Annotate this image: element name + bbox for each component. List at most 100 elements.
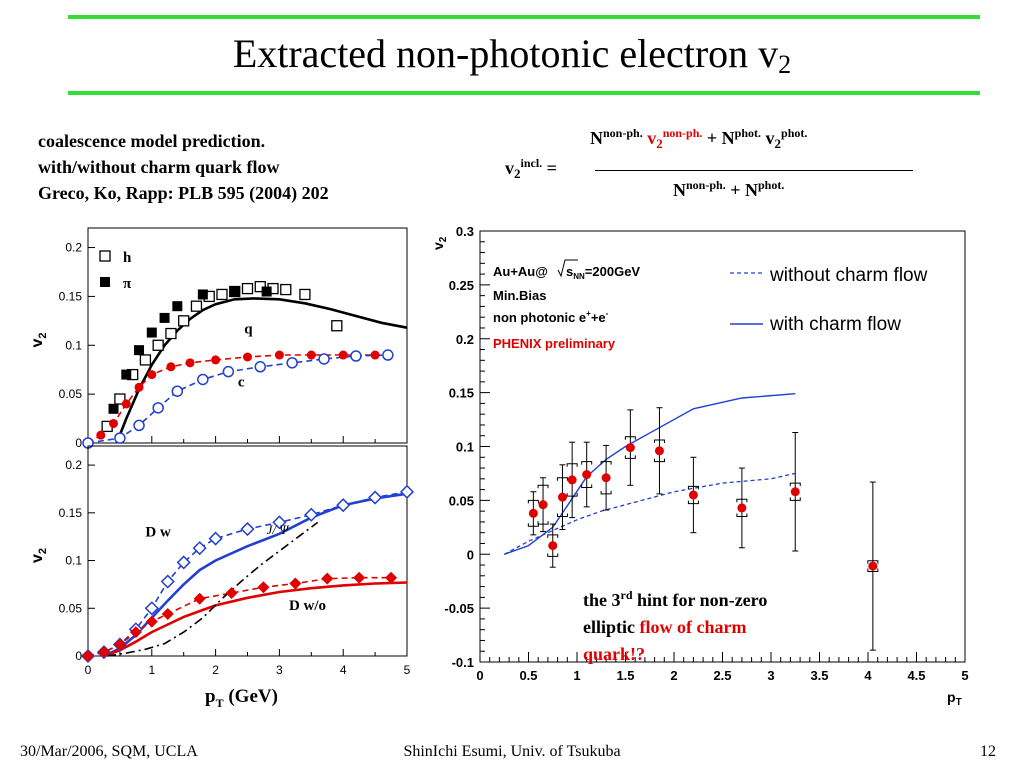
caption-line-1: coalescence model prediction. — [38, 131, 266, 151]
data-point — [225, 587, 238, 599]
data-point — [134, 382, 144, 392]
info-preliminary: PHENIX preliminary — [493, 336, 616, 351]
info-sqrt-s: sNN=200GeV — [566, 264, 640, 281]
y-tick-label: 0.25 — [449, 278, 474, 293]
fraction-bar — [595, 170, 913, 171]
formula-plus: + — [730, 180, 741, 200]
formula-sub: 2 — [656, 136, 663, 151]
data-point — [197, 373, 209, 386]
systematic-bracket — [736, 498, 748, 518]
data-point — [353, 571, 366, 584]
note-highlight: flow of charm — [639, 617, 747, 637]
systematic-bracket — [600, 461, 612, 495]
info-energy: =200GeV — [585, 264, 641, 279]
series-line-c — [87, 354, 388, 444]
info-sup: + — [586, 309, 591, 318]
x-tick-label: 2 — [670, 668, 677, 683]
note-text: hint for non-zero — [632, 590, 768, 610]
y-tick-label: 0.15 — [59, 506, 83, 520]
data-point — [114, 393, 126, 405]
y-tick-label: 0.15 — [449, 386, 474, 401]
footer-left: 30/Mar/2006, SQM, UCLA — [20, 743, 198, 760]
x-tick-label: 3.5 — [810, 668, 828, 683]
x-axis-label-sub: T — [216, 696, 224, 710]
annotation-jpsi: J/ Ψ — [267, 522, 291, 537]
data-point — [113, 638, 126, 651]
title-subscript: 2 — [778, 50, 792, 79]
curve-with-charm-flow — [504, 393, 796, 555]
data-point — [121, 369, 132, 380]
systematic-bracket — [653, 439, 665, 463]
formula-sup: phot. — [734, 126, 762, 140]
data-point — [289, 577, 302, 590]
y-tick-label: 0 — [467, 547, 474, 562]
formula-sub: 2 — [514, 166, 521, 181]
data-point — [254, 361, 267, 373]
data-point — [96, 430, 106, 440]
caption-line-2: with/without charm quark flow — [38, 157, 280, 177]
data-point — [97, 646, 110, 659]
top-green-rule — [68, 15, 980, 19]
data-point — [216, 288, 228, 301]
data-point — [109, 418, 119, 428]
data-point — [625, 443, 635, 453]
formula-sup: phot. — [781, 126, 808, 140]
formula-numerator: Nnon-ph. v2non-ph. + Nphot. v2phot. — [590, 126, 807, 152]
formula-v2-nonph: v2non-ph. — [647, 126, 702, 151]
systematic-bracket — [547, 534, 559, 557]
data-point — [261, 286, 272, 297]
caption-line-3: Greco, Ko, Rapp: PLB 595 (2004) 202 — [38, 183, 329, 203]
systematic-bracket — [566, 463, 578, 497]
data-point — [166, 362, 176, 372]
bottom-green-rule — [68, 91, 980, 95]
x-tick-label: 4.5 — [907, 668, 925, 683]
formula-n: N — [744, 180, 758, 200]
series-line-qpoints — [87, 354, 376, 444]
data-point — [370, 350, 380, 360]
data-point — [306, 350, 316, 360]
data-point — [176, 555, 191, 570]
data-point — [868, 561, 878, 571]
data-point — [108, 403, 119, 414]
data-point — [243, 352, 252, 362]
y-tick-label: 0 — [75, 649, 82, 663]
x-tick-label: 1 — [148, 663, 155, 677]
x-tick-label: 3 — [767, 668, 774, 683]
y-axis-label-sub: 2 — [37, 332, 49, 338]
data-point — [368, 490, 383, 505]
x-tick-label: 0 — [85, 663, 92, 677]
systematic-bracket — [537, 484, 549, 525]
data-point — [737, 503, 747, 513]
data-point — [133, 419, 145, 432]
formula-sup: incl. — [520, 156, 543, 170]
data-point — [145, 615, 158, 628]
data-point — [304, 507, 319, 522]
data-point — [178, 315, 190, 327]
data-point — [338, 350, 348, 360]
annotation-c: c — [238, 374, 245, 390]
formula-v: v — [505, 158, 514, 178]
data-point — [299, 288, 311, 301]
data-point — [159, 312, 170, 323]
y-tick-label: 0.15 — [59, 289, 83, 303]
x-tick-label: 3 — [276, 663, 283, 677]
data-point — [193, 592, 206, 605]
note-line-1: the 3rd hint for non-zero — [583, 582, 767, 614]
info-sup: - — [606, 309, 609, 318]
x-tick-label: 2.5 — [713, 668, 731, 683]
v2-formula: Nnon-ph. v2non-ph. + Nphot. v2phot. v2in… — [505, 126, 925, 210]
info-collision: Au+Au@ — [493, 264, 548, 279]
legend-marker-pi — [100, 277, 110, 287]
note-line-3: quark!? — [583, 644, 646, 664]
formula-n: N — [721, 128, 735, 148]
data-point — [152, 402, 164, 414]
data-point — [144, 601, 159, 616]
annotation-d-wo: D w/o — [289, 598, 326, 614]
y-tick-label: 0.1 — [65, 554, 82, 568]
data-point — [222, 365, 235, 378]
y-tick-label: 0.3 — [456, 224, 474, 239]
x-tick-label: 1.5 — [616, 668, 634, 683]
data-point — [171, 385, 184, 397]
y-tick-label: 0.1 — [65, 338, 82, 352]
data-point — [399, 484, 415, 499]
